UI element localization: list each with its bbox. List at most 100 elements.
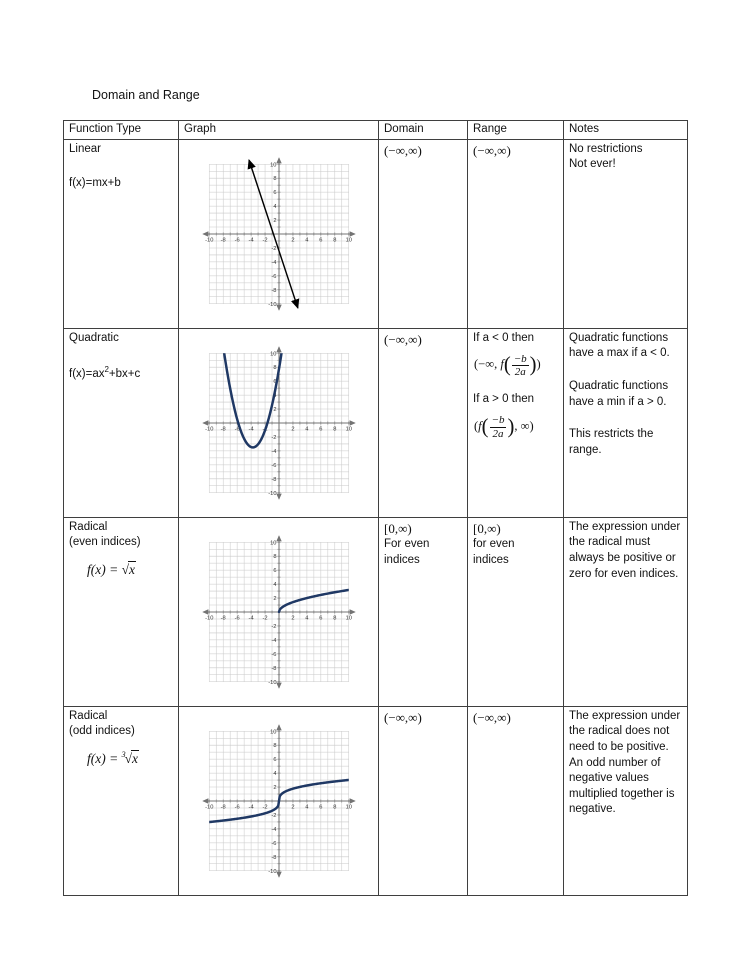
table-row-radical-odd: Radical (odd indices) f(x) = 3√x -10 -10-… <box>63 705 688 896</box>
svg-text:10: 10 <box>270 162 276 168</box>
graph-cell: -10 -10 -8 -8 -6 -6 -4 -4 -2 -2 2 2 4 4 6 6 8 8 10 10 <box>178 516 379 707</box>
svg-text:10: 10 <box>270 729 276 735</box>
range-expression-positive: (f(−b 2a), ∞) <box>474 414 534 440</box>
domain-value: [0,∞) <box>384 520 412 536</box>
svg-text:4: 4 <box>273 771 277 777</box>
svg-text:10: 10 <box>345 426 351 432</box>
svg-text:6: 6 <box>319 804 322 810</box>
svg-text:8: 8 <box>273 554 276 560</box>
svg-text:-6: -6 <box>271 651 276 657</box>
svg-text:-8: -8 <box>271 854 276 860</box>
svg-text:-4: -4 <box>271 638 277 644</box>
f-symbol: f <box>500 357 504 372</box>
svg-text:-6: -6 <box>271 840 276 846</box>
range-note: for even <box>473 538 515 551</box>
svg-text:6: 6 <box>273 757 276 763</box>
range-cell: (−∞,∞) <box>467 138 564 329</box>
function-name: Radical <box>69 709 108 722</box>
svg-text:4: 4 <box>305 237 309 243</box>
sqrt-graph: -10 -10 -8 -8 -6 -6 -4 -4 -2 -2 2 2 4 4 6 6 8 8 10 10 <box>184 520 373 704</box>
svg-text:-2: -2 <box>262 804 267 810</box>
domain-value: (−∞,∞) <box>384 331 422 347</box>
svg-text:8: 8 <box>273 743 276 749</box>
notes-cell: The expression under the radical does no… <box>563 705 688 896</box>
svg-text:-6: -6 <box>234 804 239 810</box>
radicand: x <box>131 749 140 766</box>
svg-text:10: 10 <box>345 237 351 243</box>
svg-text:-2: -2 <box>262 615 267 621</box>
col-header-function-type: Function Type <box>63 120 179 140</box>
parabola-graph: -10 -10 -8 -8 -6 -6 -4 -4 -2 -2 2 2 4 4 6 6 8 8 10 10 <box>184 331 373 515</box>
range-cell: (−∞,∞) <box>467 705 564 896</box>
cbrt-graph: -10 -10 -8 -8 -6 -6 -4 -4 -2 -2 2 2 4 4 6 6 8 8 10 10 <box>184 709 373 893</box>
svg-text:-8: -8 <box>271 476 276 482</box>
range-condition-negative: If a < 0 then <box>473 331 535 344</box>
range-cell: [0,∞) for even indices <box>467 516 564 707</box>
svg-text:6: 6 <box>273 379 276 385</box>
note-paragraph: Quadratic functions have a max if a < 0. <box>569 331 670 360</box>
page-title: Domain and Range <box>92 88 200 102</box>
svg-text:4: 4 <box>305 426 309 432</box>
fraction-numerator: −b <box>511 352 529 366</box>
table-row-radical-even: Radical (even indices) f(x) = √x -10 -10-… <box>63 516 688 707</box>
function-name: Quadratic <box>69 331 119 344</box>
svg-text:8: 8 <box>333 426 336 432</box>
table-row-quadratic: Quadratic f(x)=ax2+bx+c -10 -10 -8 -8 -6 -6 -4… <box>63 327 688 518</box>
radical-icon: √ <box>124 750 132 766</box>
fraction-denominator: 2a <box>514 365 526 378</box>
function-formula: f(x)=ax2+bx+c <box>69 365 141 381</box>
note-line: No restrictions <box>569 142 643 155</box>
svg-text:-6: -6 <box>234 426 239 432</box>
svg-text:4: 4 <box>305 615 309 621</box>
svg-text:2: 2 <box>291 804 294 810</box>
svg-text:8: 8 <box>333 615 336 621</box>
svg-text:4: 4 <box>305 804 309 810</box>
svg-text:-8: -8 <box>220 426 225 432</box>
function-qualifier: (odd indices) <box>69 725 135 738</box>
function-type-cell: Radical (even indices) f(x) = √x <box>63 516 179 707</box>
svg-text:-10: -10 <box>268 301 276 307</box>
svg-text:2: 2 <box>273 407 276 413</box>
note-paragraph: The expression under the radical must al… <box>569 520 681 580</box>
radical-icon: √ <box>121 561 129 577</box>
domain-value: (−∞,∞) <box>384 709 422 725</box>
function-type-cell: Linear f(x)=mx+b <box>63 138 179 329</box>
domain-note: For even <box>384 538 430 551</box>
svg-text:-10: -10 <box>205 615 213 621</box>
svg-text:-6: -6 <box>271 273 276 279</box>
notes-cell: Quadratic functions have a max if a < 0.… <box>563 327 688 518</box>
svg-text:10: 10 <box>270 351 276 357</box>
svg-text:-6: -6 <box>234 237 239 243</box>
f-symbol: f <box>478 418 482 433</box>
range-note: indices <box>473 553 509 566</box>
svg-text:-10: -10 <box>205 237 213 243</box>
svg-text:6: 6 <box>273 190 276 196</box>
col-header-notes: Notes <box>563 120 688 140</box>
fraction-numerator: −b <box>489 414 507 428</box>
function-formula: f(x) = 3√x <box>87 749 140 766</box>
svg-text:-2: -2 <box>271 246 276 252</box>
svg-text:-8: -8 <box>271 665 276 671</box>
svg-text:2: 2 <box>273 218 276 224</box>
domain-range-table: Function Type Graph Domain Range Notes L… <box>63 120 688 896</box>
fraction: −b 2a <box>511 352 529 379</box>
svg-text:2: 2 <box>291 615 294 621</box>
svg-text:-8: -8 <box>220 804 225 810</box>
graph-cell: -10 -10 -8 -8 -6 -6 -4 -4 -2 -2 2 2 4 4 6 6 8 8 10 10 <box>178 327 379 518</box>
range-value: (−∞,∞) <box>473 709 511 725</box>
col-header-range: Range <box>467 120 564 140</box>
note-paragraph: This restricts the range. <box>569 428 654 456</box>
svg-text:2: 2 <box>273 785 276 791</box>
svg-text:4: 4 <box>273 393 277 399</box>
svg-text:-2: -2 <box>262 237 267 243</box>
svg-text:10: 10 <box>345 615 351 621</box>
svg-text:4: 4 <box>273 582 277 588</box>
note-paragraph: Quadratic functions have a min if a > 0. <box>569 379 669 408</box>
svg-text:8: 8 <box>333 804 336 810</box>
fraction: −b 2a <box>489 414 507 440</box>
function-qualifier: (even indices) <box>69 536 141 549</box>
function-type-cell: Quadratic f(x)=ax2+bx+c <box>63 327 179 518</box>
function-formula: f(x) = √x <box>87 560 137 577</box>
exponent: 2 <box>104 365 109 375</box>
svg-text:-4: -4 <box>248 804 254 810</box>
